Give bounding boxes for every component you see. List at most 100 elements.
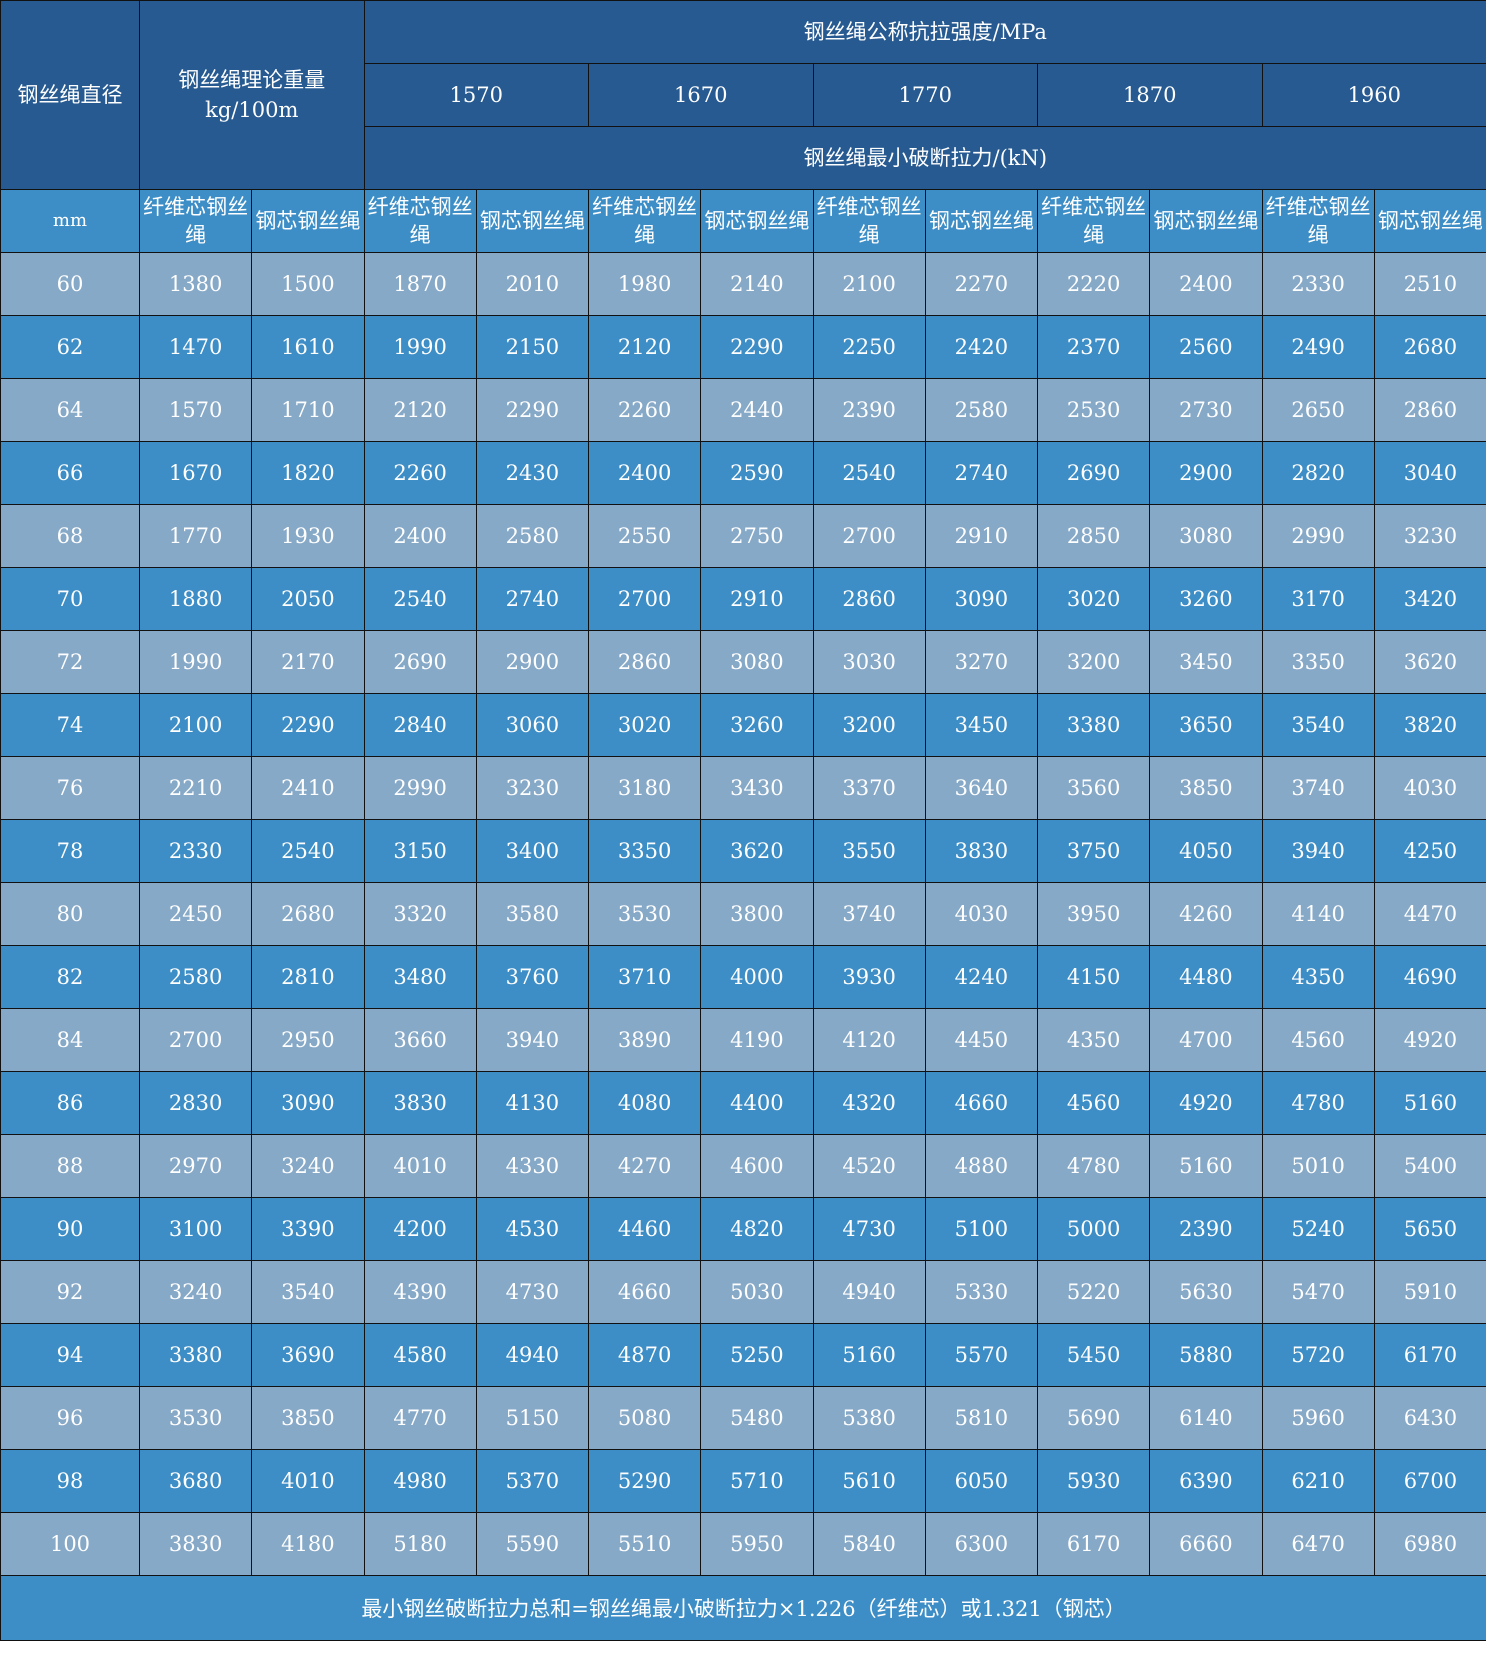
value-cell: 4660 bbox=[587, 1260, 702, 1324]
value-cell: 3760 bbox=[475, 945, 590, 1009]
value-cell: 4480 bbox=[1149, 945, 1263, 1009]
value-cell: 5880 bbox=[1149, 1323, 1263, 1387]
value-cell: 3580 bbox=[475, 882, 590, 946]
value-cell: 5480 bbox=[700, 1386, 814, 1450]
value-cell: 2990 bbox=[1261, 504, 1375, 568]
value-cell: 2170 bbox=[251, 630, 365, 694]
value-cell: 6980 bbox=[1373, 1512, 1486, 1576]
value-cell: 3320 bbox=[363, 882, 477, 946]
diameter-cell: 94 bbox=[0, 1323, 140, 1387]
value-cell: 1990 bbox=[138, 630, 253, 694]
value-cell: 5160 bbox=[1149, 1134, 1263, 1198]
value-cell: 4920 bbox=[1373, 1008, 1486, 1072]
value-cell: 2730 bbox=[1149, 378, 1263, 442]
value-cell: 4080 bbox=[587, 1071, 702, 1135]
value-cell: 2990 bbox=[363, 756, 477, 820]
value-cell: 4980 bbox=[363, 1449, 477, 1513]
value-cell: 4530 bbox=[475, 1197, 590, 1261]
value-cell: 2510 bbox=[1373, 252, 1486, 316]
fiber-core-header: 纤维芯钢丝绳 bbox=[1261, 189, 1375, 253]
value-cell: 4460 bbox=[587, 1197, 702, 1261]
value-cell: 4150 bbox=[1036, 945, 1151, 1009]
value-cell: 3690 bbox=[251, 1323, 365, 1387]
value-cell: 4200 bbox=[363, 1197, 477, 1261]
value-cell: 3090 bbox=[924, 567, 1039, 631]
value-cell: 3450 bbox=[924, 693, 1039, 757]
value-cell: 3830 bbox=[363, 1071, 477, 1135]
value-cell: 3090 bbox=[251, 1071, 365, 1135]
value-cell: 4010 bbox=[251, 1449, 365, 1513]
value-cell: 3830 bbox=[138, 1512, 253, 1576]
value-cell: 3240 bbox=[251, 1134, 365, 1198]
value-cell: 4140 bbox=[1261, 882, 1375, 946]
value-cell: 5720 bbox=[1261, 1323, 1375, 1387]
value-cell: 3430 bbox=[700, 756, 814, 820]
value-cell: 3850 bbox=[1149, 756, 1263, 820]
value-cell: 2330 bbox=[138, 819, 253, 883]
value-cell: 4770 bbox=[363, 1386, 477, 1450]
table-row: 80 2450 2680 3320 3580 3530 3800 3740 4030 3950 42… bbox=[0, 882, 1486, 946]
grade-header: 1570 bbox=[363, 63, 589, 127]
diameter-cell: 62 bbox=[0, 315, 140, 379]
value-cell: 4690 bbox=[1373, 945, 1486, 1009]
value-cell: 2010 bbox=[475, 252, 590, 316]
diameter-cell: 60 bbox=[0, 252, 140, 316]
value-cell: 6390 bbox=[1149, 1449, 1263, 1513]
table-row: 98 3680 4010 4980 5370 5290 5710 5610 6050 5930 63… bbox=[0, 1449, 1486, 1513]
value-cell: 3100 bbox=[138, 1197, 253, 1261]
value-cell: 3820 bbox=[1373, 693, 1486, 757]
value-cell: 4120 bbox=[812, 1008, 926, 1072]
value-cell: 2690 bbox=[1036, 441, 1151, 505]
value-cell: 5400 bbox=[1373, 1134, 1486, 1198]
value-cell: 5160 bbox=[812, 1323, 926, 1387]
value-cell: 5910 bbox=[1373, 1260, 1486, 1324]
value-cell: 1500 bbox=[251, 252, 365, 316]
diameter-header: 钢丝绳直径 bbox=[0, 0, 140, 190]
value-cell: 3230 bbox=[475, 756, 590, 820]
value-cell: 6470 bbox=[1261, 1512, 1375, 1576]
value-cell: 5950 bbox=[700, 1512, 814, 1576]
value-cell: 1610 bbox=[251, 315, 365, 379]
value-cell: 1670 bbox=[138, 441, 253, 505]
diameter-cell: 64 bbox=[0, 378, 140, 442]
diameter-cell: 78 bbox=[0, 819, 140, 883]
value-cell: 5160 bbox=[1373, 1071, 1486, 1135]
value-cell: 4880 bbox=[924, 1134, 1039, 1198]
table-row: 78 2330 2540 3150 3400 3350 3620 3550 3830 3750 40… bbox=[0, 819, 1486, 883]
value-cell: 2220 bbox=[1036, 252, 1151, 316]
value-cell: 2390 bbox=[812, 378, 926, 442]
value-cell: 4030 bbox=[1373, 756, 1486, 820]
value-cell: 2490 bbox=[1261, 315, 1375, 379]
value-cell: 4820 bbox=[700, 1197, 814, 1261]
value-cell: 4350 bbox=[1036, 1008, 1151, 1072]
grade-header: 1770 bbox=[812, 63, 1038, 127]
value-cell: 6210 bbox=[1261, 1449, 1375, 1513]
diameter-cell: 98 bbox=[0, 1449, 140, 1513]
value-cell: 2370 bbox=[1036, 315, 1151, 379]
value-cell: 3930 bbox=[812, 945, 926, 1009]
value-cell: 3400 bbox=[475, 819, 590, 883]
diameter-cell: 76 bbox=[0, 756, 140, 820]
value-cell: 6660 bbox=[1149, 1512, 1263, 1576]
value-cell: 3540 bbox=[1261, 693, 1375, 757]
table-row: 74 2100 2290 2840 3060 3020 3260 3200 3450 3380 36… bbox=[0, 693, 1486, 757]
value-cell: 6140 bbox=[1149, 1386, 1263, 1450]
value-cell: 3200 bbox=[812, 693, 926, 757]
value-cell: 4580 bbox=[363, 1323, 477, 1387]
value-cell: 2950 bbox=[251, 1008, 365, 1072]
value-cell: 3150 bbox=[363, 819, 477, 883]
diameter-cell: 92 bbox=[0, 1260, 140, 1324]
steel-core-header: 钢芯钢丝绳 bbox=[1149, 189, 1263, 253]
value-cell: 6170 bbox=[1373, 1323, 1486, 1387]
value-cell: 4250 bbox=[1373, 819, 1486, 883]
value-cell: 5570 bbox=[924, 1323, 1039, 1387]
value-cell: 2680 bbox=[1373, 315, 1486, 379]
value-cell: 5690 bbox=[1036, 1386, 1151, 1450]
value-cell: 5470 bbox=[1261, 1260, 1375, 1324]
steel-core-header: 钢芯钢丝绳 bbox=[251, 189, 365, 253]
value-cell: 4130 bbox=[475, 1071, 590, 1135]
value-cell: 2440 bbox=[700, 378, 814, 442]
value-cell: 4660 bbox=[924, 1071, 1039, 1135]
value-cell: 3170 bbox=[1261, 567, 1375, 631]
